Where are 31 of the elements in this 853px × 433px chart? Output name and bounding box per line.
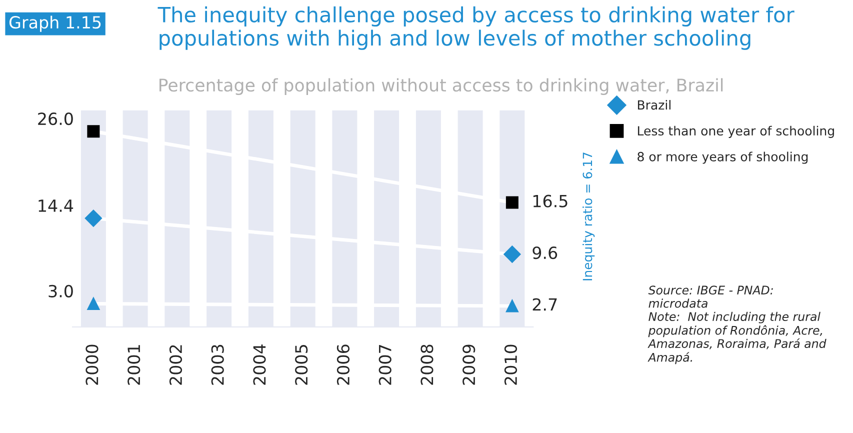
point: [84, 210, 102, 227]
x-tick-label: 2006: [336, 344, 350, 385]
point: [506, 300, 518, 312]
point: [87, 297, 100, 310]
chart-title: The inequity challenge posed by access to drinking water for populations with high and low levels of mother schooling: [158, 6, 794, 50]
x-tick-label: 2007: [378, 345, 392, 385]
x-tick-label: 2008: [420, 344, 434, 385]
x-tick-label: 2004: [253, 344, 266, 385]
data-label: 2.7: [532, 298, 557, 311]
point: [504, 246, 521, 263]
legend-label: Brazil: [638, 100, 670, 110]
data-label: 3.0: [48, 284, 73, 298]
legend-label: Less than one year of schooling: [638, 126, 834, 138]
text: Inequity ratio = 6.17: [582, 152, 595, 280]
point: [506, 196, 518, 209]
x-tick-label: 2003: [211, 344, 224, 385]
data-label: 26.0: [38, 112, 73, 126]
legend-label: 8 or more years of shooling: [638, 152, 808, 164]
x-tick-label: 2001: [128, 345, 140, 385]
chart-subtitle: Percentage of population without access to drinking water, Brazil: [160, 78, 723, 95]
data-label: 9.6: [532, 246, 558, 260]
x-tick-label: 2000: [86, 344, 98, 385]
x-tick-label: 2005: [295, 345, 308, 385]
data-label: 14.4: [38, 200, 74, 212]
x-tick-label: 2002: [169, 345, 182, 385]
point: [87, 125, 100, 138]
x-tick-label: 2010: [504, 344, 518, 385]
source-note: Source: IBGE - PNAD: microdata Note: Not including the rural population of Rondônia, Acre, Amazonas, Roraima, Pará and Amapá.: [648, 286, 826, 364]
x-tick-label: 2009: [462, 344, 476, 385]
data-label: 16.5: [533, 194, 568, 208]
caption: Graph 1.15: [9, 16, 101, 32]
